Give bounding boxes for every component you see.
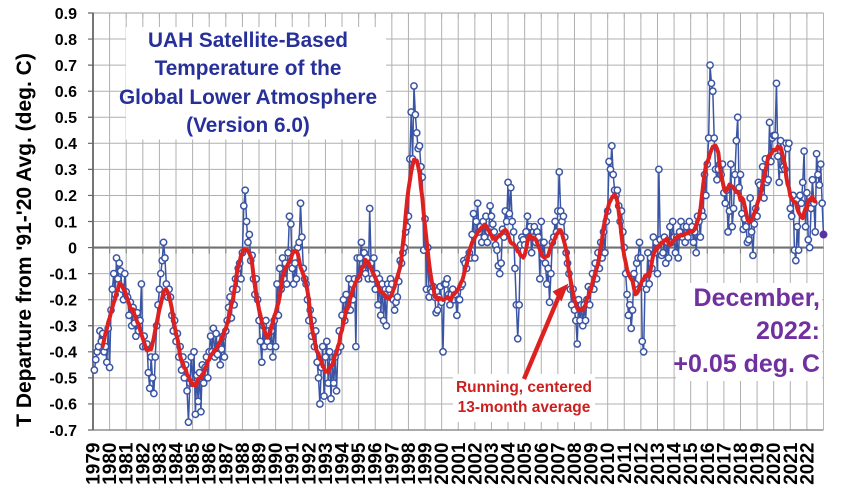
svg-text:0.7: 0.7 (55, 58, 77, 75)
svg-text:1989: 1989 (250, 443, 271, 485)
svg-text:1997: 1997 (382, 443, 403, 485)
svg-text:-0.1: -0.1 (49, 266, 77, 283)
svg-text:-0.2: -0.2 (49, 292, 77, 309)
svg-text:0.5: 0.5 (55, 110, 77, 127)
svg-text:Global Lower Atmosphere: Global Lower Atmosphere (119, 86, 377, 109)
svg-text:2001: 2001 (449, 442, 470, 485)
svg-text:1998: 1998 (399, 443, 420, 485)
svg-text:-0.7: -0.7 (49, 423, 77, 440)
svg-text:1981: 1981 (117, 442, 138, 485)
svg-text:-0.5: -0.5 (49, 371, 77, 388)
svg-text:1985: 1985 (183, 442, 204, 485)
svg-text:1999: 1999 (416, 443, 437, 485)
svg-text:0.8: 0.8 (55, 32, 77, 49)
svg-text:1996: 1996 (366, 443, 387, 485)
svg-text:1992: 1992 (299, 443, 320, 485)
svg-text:0: 0 (68, 240, 77, 257)
svg-text:2004: 2004 (499, 442, 520, 485)
svg-text:2022:: 2022: (756, 317, 820, 345)
svg-text:(Version 6.0): (Version 6.0) (186, 114, 310, 137)
svg-text:1994: 1994 (333, 442, 354, 485)
svg-text:2019: 2019 (748, 443, 769, 485)
svg-text:0.6: 0.6 (55, 84, 77, 101)
svg-text:2016: 2016 (698, 443, 719, 485)
svg-text:2000: 2000 (432, 443, 453, 485)
svg-text:2021: 2021 (781, 442, 802, 485)
svg-text:1988: 1988 (233, 443, 254, 485)
svg-text:2015: 2015 (681, 442, 702, 485)
svg-text:2009: 2009 (582, 443, 603, 485)
svg-text:1983: 1983 (150, 443, 171, 485)
svg-text:1982: 1982 (133, 443, 154, 485)
svg-text:T Departure from '91-'20 Avg.: T Departure from '91-'20 Avg. (deg. C) (13, 53, 36, 427)
svg-text:0.9: 0.9 (55, 6, 77, 23)
svg-text:2017: 2017 (714, 443, 735, 485)
svg-text:2003: 2003 (482, 443, 503, 485)
svg-text:December,: December, (694, 284, 820, 312)
svg-text:UAH Satellite-Based: UAH Satellite-Based (148, 29, 348, 52)
svg-text:1987: 1987 (216, 443, 237, 485)
svg-text:0.2: 0.2 (55, 188, 77, 205)
svg-text:2008: 2008 (565, 443, 586, 485)
svg-text:Temperature of the: Temperature of the (155, 57, 342, 80)
svg-text:1990: 1990 (266, 443, 287, 485)
svg-text:2022: 2022 (797, 443, 818, 485)
svg-text:+0.05 deg. C: +0.05 deg. C (673, 350, 820, 378)
svg-text:0.3: 0.3 (55, 162, 77, 179)
svg-text:2005: 2005 (515, 442, 536, 485)
svg-text:1991: 1991 (283, 442, 304, 485)
svg-text:1980: 1980 (100, 443, 121, 485)
svg-text:2006: 2006 (532, 443, 553, 485)
svg-text:-0.6: -0.6 (49, 397, 77, 414)
svg-text:2012: 2012 (631, 443, 652, 485)
svg-text:1993: 1993 (316, 443, 337, 485)
svg-text:2011: 2011 (615, 442, 636, 484)
svg-text:1979: 1979 (84, 443, 105, 485)
svg-text:2014: 2014 (665, 442, 686, 485)
svg-text:1995: 1995 (349, 442, 370, 485)
svg-text:Running, centered: Running, centered (456, 379, 592, 396)
svg-text:1986: 1986 (200, 443, 221, 485)
svg-text:2018: 2018 (731, 443, 752, 485)
svg-text:-0.3: -0.3 (49, 319, 77, 336)
svg-text:2013: 2013 (648, 443, 669, 485)
svg-text:0.4: 0.4 (55, 136, 77, 153)
svg-text:2010: 2010 (598, 443, 619, 485)
svg-text:2020: 2020 (764, 443, 785, 485)
svg-text:2007: 2007 (548, 443, 569, 485)
svg-text:-0.4: -0.4 (49, 345, 77, 362)
svg-text:13-month average: 13-month average (458, 399, 591, 416)
svg-text:1984: 1984 (167, 442, 188, 485)
svg-text:2002: 2002 (465, 442, 486, 484)
svg-text:0.1: 0.1 (55, 214, 77, 231)
